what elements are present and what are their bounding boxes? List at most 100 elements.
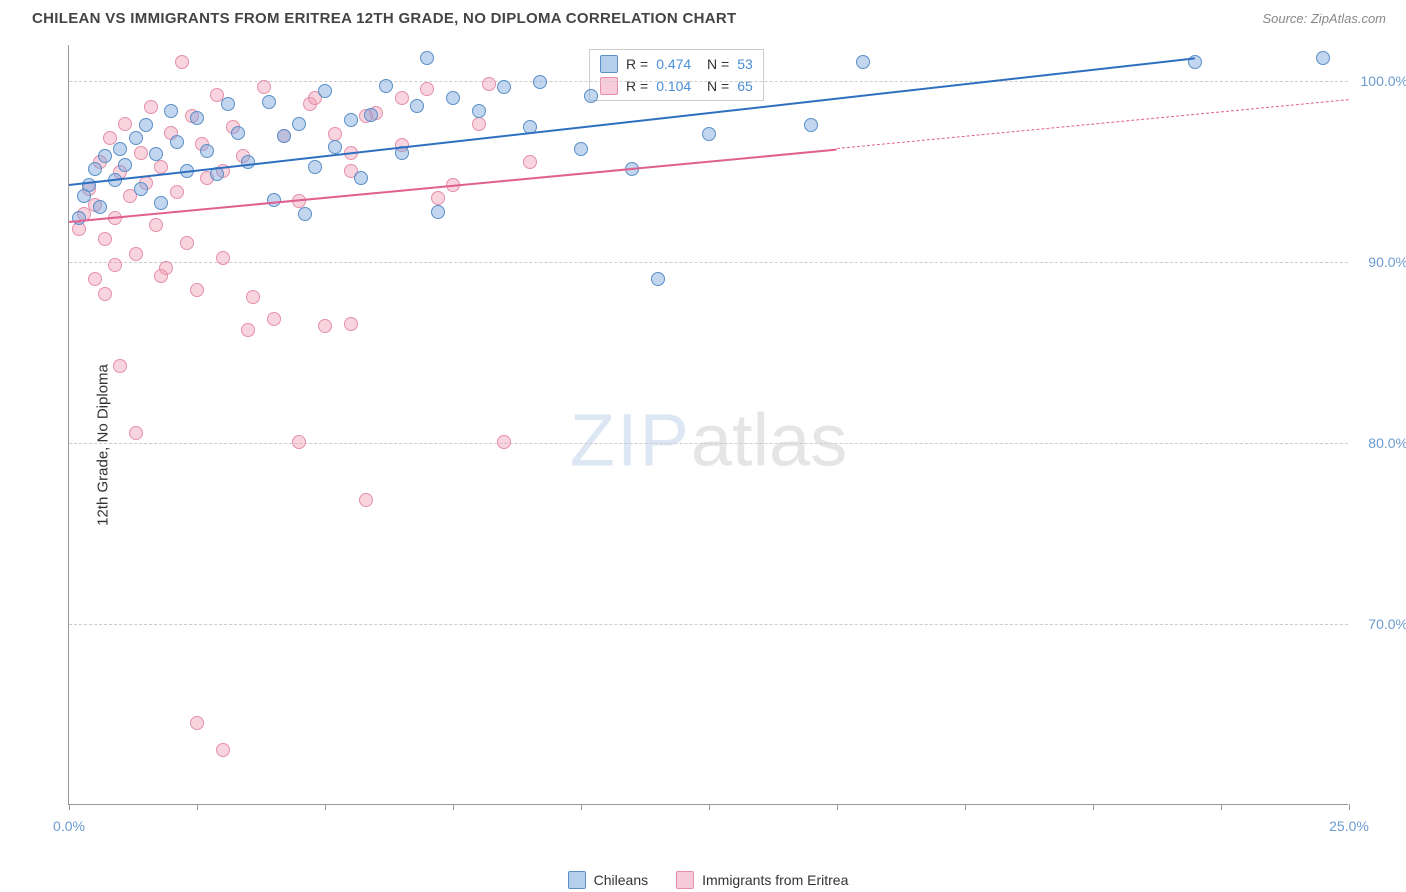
legend-item: Chileans (568, 871, 648, 889)
stats-row: R = 0.474 N = 53 (600, 53, 753, 75)
scatter-point (164, 104, 178, 118)
scatter-point (108, 258, 122, 272)
scatter-point (318, 319, 332, 333)
source-label: Source: ZipAtlas.com (1262, 11, 1386, 26)
x-tick-label: 0.0% (53, 818, 85, 834)
scatter-point (221, 97, 235, 111)
y-tick-label: 90.0% (1356, 254, 1406, 270)
watermark-part2: atlas (691, 398, 847, 481)
watermark-part1: ZIP (570, 398, 691, 481)
x-tick-mark (325, 804, 326, 810)
scatter-point (149, 147, 163, 161)
scatter-point (129, 247, 143, 261)
stats-r-label: R = (626, 56, 648, 72)
scatter-point (98, 149, 112, 163)
x-tick-mark (1221, 804, 1222, 810)
trend-line-dashed (837, 99, 1349, 149)
plot-area: ZIPatlas R = 0.474 N = 53R = 0.104 N = 6… (68, 45, 1348, 805)
scatter-point (523, 155, 537, 169)
stats-r-value: 0.474 (656, 56, 691, 72)
scatter-point (482, 77, 496, 91)
scatter-point (241, 155, 255, 169)
stats-swatch (600, 55, 618, 73)
scatter-point (472, 117, 486, 131)
scatter-point (129, 131, 143, 145)
x-tick-label: 25.0% (1329, 818, 1369, 834)
scatter-point (298, 207, 312, 221)
scatter-point (308, 160, 322, 174)
scatter-point (88, 162, 102, 176)
x-tick-mark (581, 804, 582, 810)
gridline-h (69, 443, 1348, 444)
scatter-point (354, 171, 368, 185)
scatter-point (318, 84, 332, 98)
scatter-point (139, 118, 153, 132)
gridline-h (69, 262, 1348, 263)
scatter-point (216, 743, 230, 757)
legend-swatch (676, 871, 694, 889)
scatter-point (257, 80, 271, 94)
bottom-legend: Chileans Immigrants from Eritrea (68, 871, 1348, 889)
scatter-point (129, 426, 143, 440)
scatter-point (241, 323, 255, 337)
scatter-point (154, 160, 168, 174)
scatter-point (113, 142, 127, 156)
scatter-point (277, 129, 291, 143)
scatter-point (420, 82, 434, 96)
x-tick-mark (837, 804, 838, 810)
y-tick-label: 80.0% (1356, 435, 1406, 451)
scatter-point (149, 218, 163, 232)
scatter-point (497, 435, 511, 449)
scatter-point (584, 89, 598, 103)
scatter-point (134, 182, 148, 196)
scatter-point (431, 205, 445, 219)
scatter-point (144, 100, 158, 114)
scatter-point (113, 359, 127, 373)
x-tick-mark (709, 804, 710, 810)
scatter-point (856, 55, 870, 69)
scatter-point (344, 317, 358, 331)
scatter-point (154, 196, 168, 210)
legend-item: Immigrants from Eritrea (676, 871, 848, 889)
scatter-point (88, 272, 102, 286)
legend-swatch (568, 871, 586, 889)
scatter-point (446, 91, 460, 105)
scatter-point (170, 185, 184, 199)
scatter-point (344, 113, 358, 127)
scatter-point (533, 75, 547, 89)
x-tick-mark (197, 804, 198, 810)
header: CHILEAN VS IMMIGRANTS FROM ERITREA 12TH … (0, 0, 1406, 35)
scatter-point (262, 95, 276, 109)
scatter-point (1316, 51, 1330, 65)
scatter-point (702, 127, 716, 141)
watermark: ZIPatlas (570, 397, 847, 482)
stats-n-label: N = (699, 56, 729, 72)
gridline-h (69, 624, 1348, 625)
x-tick-mark (965, 804, 966, 810)
scatter-point (574, 142, 588, 156)
scatter-point (175, 55, 189, 69)
scatter-point (267, 193, 281, 207)
chart-container: 12th Grade, No Diploma ZIPatlas R = 0.47… (50, 45, 1380, 845)
scatter-point (651, 272, 665, 286)
scatter-point (72, 211, 86, 225)
scatter-point (267, 312, 281, 326)
scatter-point (472, 104, 486, 118)
scatter-point (170, 135, 184, 149)
y-tick-label: 70.0% (1356, 616, 1406, 632)
scatter-point (216, 251, 230, 265)
stats-n-value: 53 (737, 56, 753, 72)
scatter-point (359, 493, 373, 507)
scatter-point (328, 140, 342, 154)
scatter-point (154, 269, 168, 283)
scatter-point (118, 158, 132, 172)
scatter-point (190, 111, 204, 125)
y-tick-label: 100.0% (1356, 73, 1406, 89)
stats-box: R = 0.474 N = 53R = 0.104 N = 65 (589, 49, 764, 101)
scatter-point (246, 290, 260, 304)
scatter-point (93, 200, 107, 214)
scatter-point (190, 283, 204, 297)
stats-swatch (600, 77, 618, 95)
scatter-point (395, 91, 409, 105)
scatter-point (200, 144, 214, 158)
